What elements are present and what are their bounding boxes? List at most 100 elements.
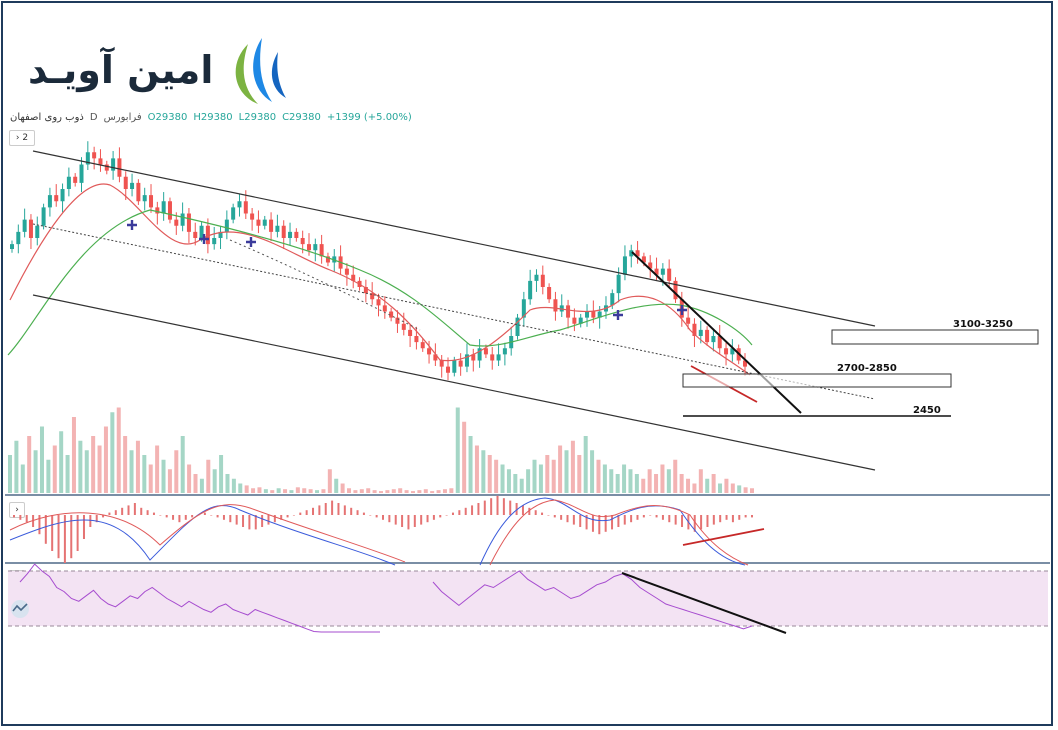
candle [338,245,343,275]
volume-bar [46,459,51,493]
ma-dotted-line [229,239,421,331]
candle [35,216,40,246]
macd-bar [483,500,486,515]
volume-bar [276,488,281,493]
macd-bar [337,503,340,515]
volume-bar [686,478,691,493]
volume-bar [359,489,364,493]
macd-bar [693,515,696,532]
macd-bar [44,515,47,544]
macd-bar [394,515,397,525]
cross-marker [127,220,137,230]
candle [458,353,463,376]
downtrend-line[interactable] [631,251,802,414]
channel-lower-line[interactable] [32,294,876,471]
candle [16,224,21,254]
channel-upper-line[interactable] [32,150,876,327]
macd-bar [445,515,448,516]
volume-bar [33,450,38,493]
volume-bar [673,459,678,493]
candle [142,187,147,211]
macd-bar [700,515,703,530]
macd-bar [242,515,245,527]
candle [585,304,590,327]
candle [553,291,558,321]
candle [515,313,520,340]
volume-bar [84,450,89,493]
volume-bar [212,469,217,493]
macd-bar [318,505,321,515]
symbol-name[interactable]: ذوب روی اصفهان [10,111,84,123]
volume-bar [174,450,179,493]
change-value: +1399 (+5.00%) [326,111,412,123]
candle [224,210,229,240]
timeframe-label[interactable]: D [89,111,98,123]
candle [464,343,469,373]
candle [111,151,116,180]
volume-bar [628,469,633,493]
macd-bar [623,515,626,525]
resistance-zone-2700-2850[interactable] [682,373,952,388]
volume-bar [97,445,102,493]
macd-bar [477,503,480,515]
volume-bar [430,491,435,493]
volume-bar [71,417,76,493]
candle [47,187,52,217]
resistance-zone-3100-3250[interactable] [831,329,1039,345]
rsi-trend-line[interactable] [621,572,787,634]
macd-bar [426,515,429,523]
macd-bar [82,515,85,539]
cross-marker [613,310,623,320]
volume-bar [27,436,32,493]
volume-bar [442,489,447,493]
volume-bar [148,464,153,493]
volume-bar [180,436,185,493]
volume-bar [391,489,396,493]
candle [237,193,242,217]
candle [22,208,27,238]
macd-bar [312,507,315,515]
macd-bar [70,515,73,559]
volume-bar [315,490,320,493]
rsi-indicator-icon[interactable] [11,600,29,618]
low-value: L29380 [238,111,277,123]
candle [269,212,274,242]
candle [547,283,552,303]
volume-bar [110,412,115,493]
volume-bar [283,489,288,493]
volume-bar [583,436,588,493]
volume-bar [295,487,300,493]
volume-bar [372,490,377,493]
macd-bar [668,515,671,523]
channel-mid-line[interactable] [32,223,876,400]
macd-bar [681,515,684,527]
volume-bar [570,440,575,493]
volume-bar [462,421,467,493]
volume-bar [577,455,582,493]
macd-bar [273,515,276,523]
symbol-info-bar: ذوب روی اصفهان D فرابورس O29380 H29380 L… [10,108,412,126]
macd-bar [674,515,677,525]
macd-bar [108,512,111,515]
volume-bar [634,474,639,493]
candle [294,228,299,242]
candle [92,146,97,170]
volume-bar [59,431,64,493]
candle [363,279,368,303]
level-label-2450: 2450 [913,405,941,416]
macd-bar [261,515,264,527]
volume-bar [161,459,166,493]
indicators-collapse-button[interactable]: › 2 [9,130,35,146]
macd-histogram [9,495,753,566]
volume-bar [8,455,12,493]
macd-divergence-line[interactable] [682,528,765,546]
candle [572,308,577,332]
macd-bar [649,515,652,516]
volume-bar [449,488,454,493]
candle [28,214,33,250]
macd-bar [203,512,206,515]
macd-pane-toggle-button[interactable]: › [9,502,25,518]
candle [117,147,122,183]
chevron-right-icon: › [15,505,19,515]
